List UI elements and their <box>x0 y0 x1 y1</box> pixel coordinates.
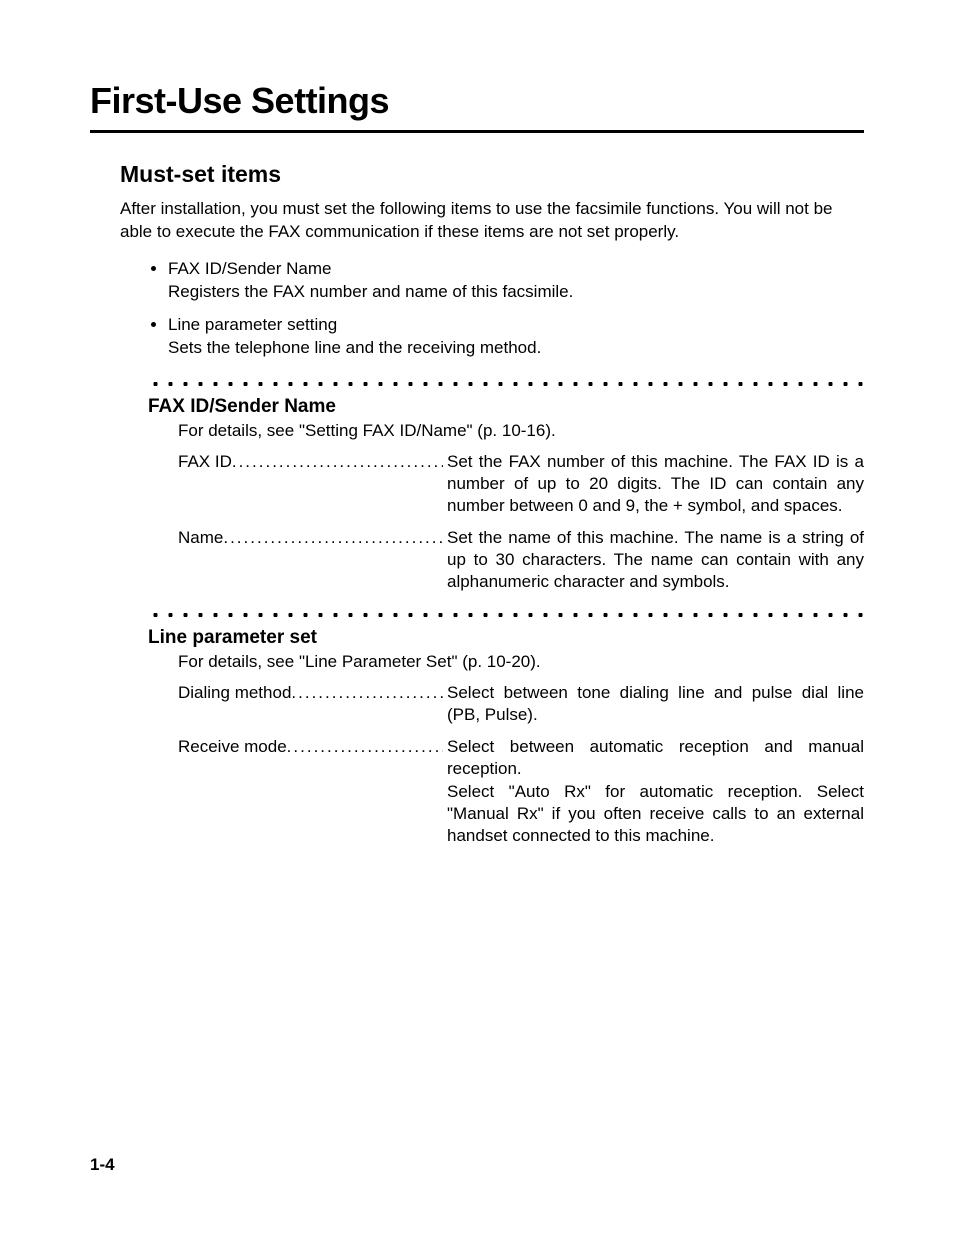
list-item: FAX ID/Sender Name Registers the FAX num… <box>168 258 864 304</box>
dotted-divider <box>148 380 864 388</box>
def-label: Name <box>178 527 223 549</box>
bullet-desc: Registers the FAX number and name of thi… <box>168 281 864 304</box>
leader-dots <box>287 736 443 758</box>
def-label-wrap: Receive mode <box>178 736 443 846</box>
leader-dots <box>223 527 443 549</box>
def-description: Set the FAX number of this machine. The … <box>443 451 864 517</box>
def-label-wrap: Name <box>178 527 443 593</box>
def-description: Select between tone dialing line and pul… <box>443 682 864 726</box>
definition-row: Dialing method Select between tone diali… <box>178 682 864 726</box>
def-label: Receive mode <box>178 736 287 758</box>
subsection-heading-fax-id: FAX ID/Sender Name <box>148 396 864 418</box>
page-title: First-Use Settings <box>90 80 864 122</box>
def-description: Set the name of this machine. The name i… <box>443 527 864 593</box>
bullet-label: FAX ID/Sender Name <box>168 258 864 281</box>
bullet-list: FAX ID/Sender Name Registers the FAX num… <box>168 258 864 360</box>
subsection-heading-line-param: Line parameter set <box>148 627 864 649</box>
dotted-divider <box>148 611 864 619</box>
def-label-wrap: FAX ID <box>178 451 443 517</box>
section-heading-must-set: Must-set items <box>120 161 864 188</box>
def-description: Select between automatic reception and m… <box>443 736 864 846</box>
leader-dots <box>232 451 443 473</box>
definition-row: FAX ID Set the FAX number of this machin… <box>178 451 864 517</box>
definition-row: Name Set the name of this machine. The n… <box>178 527 864 593</box>
bullet-label: Line parameter setting <box>168 314 864 337</box>
def-label: Dialing method <box>178 682 291 704</box>
definition-row: Receive mode Select between automatic re… <box>178 736 864 846</box>
intro-paragraph: After installation, you must set the fol… <box>120 198 864 244</box>
subsection-note: For details, see "Line Parameter Set" (p… <box>178 652 864 672</box>
def-label: FAX ID <box>178 451 232 473</box>
def-label-wrap: Dialing method <box>178 682 443 726</box>
title-rule <box>90 130 864 133</box>
leader-dots <box>291 682 443 704</box>
page-container: First-Use Settings Must-set items After … <box>0 0 954 917</box>
subsection-note: For details, see "Setting FAX ID/Name" (… <box>178 421 864 441</box>
page-number: 1-4 <box>90 1155 115 1175</box>
bullet-desc: Sets the telephone line and the receivin… <box>168 337 864 360</box>
list-item: Line parameter setting Sets the telephon… <box>168 314 864 360</box>
